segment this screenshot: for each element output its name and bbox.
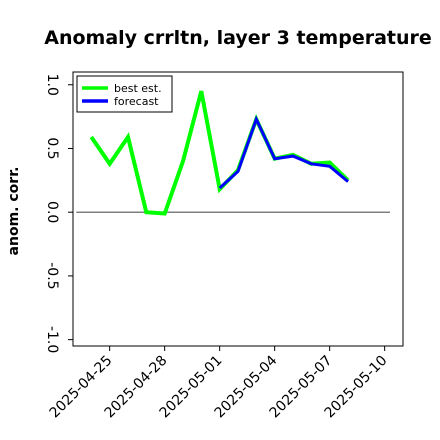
- y-tick-label: 0.5: [44, 137, 60, 159]
- legend-box: [76, 75, 173, 113]
- y-axis-label: anom. corr.: [6, 167, 22, 256]
- y-tick-label: 0.0: [44, 201, 60, 223]
- y-tick-label: -0.5: [44, 262, 60, 289]
- y-tick-label: 1.0: [44, 74, 60, 96]
- chart-title: Anomaly crrltn, layer 3 temperature: [44, 27, 432, 49]
- series-line-forecast: [218, 115, 349, 190]
- series-lines-layer: [89, 90, 350, 216]
- legend-entries: best est.forecast: [82, 82, 162, 108]
- y-tick-label: -1.0: [44, 326, 60, 353]
- legend-label-best-est: best est.: [114, 82, 162, 95]
- plot-area: [72, 71, 404, 347]
- legend-label-forecast: forecast: [114, 95, 159, 108]
- legend: best est.forecast: [76, 75, 173, 113]
- x-ticks-layer: 2025-04-252025-04-282025-05-012025-05-04…: [47, 346, 390, 421]
- y-ticks-layer: -1.0 -0.5 0.0 0.5 1.0: [44, 74, 73, 353]
